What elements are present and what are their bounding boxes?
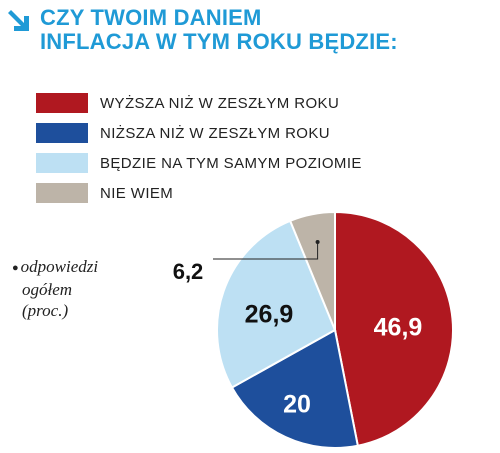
- pie-slice-lower: [230, 328, 360, 449]
- note-line2: ogółem: [22, 279, 73, 299]
- note-line3: (proc.): [22, 300, 69, 320]
- chart-title: CZY TWOIM DANIEM INFLACJA W TYM ROKU BĘD…: [40, 6, 398, 54]
- pie-slice-same: [216, 219, 337, 389]
- arrow-down-right-icon: [8, 10, 29, 31]
- leader-line: [213, 242, 319, 260]
- pie-slice-higher: [334, 210, 454, 447]
- legend-swatch-dont-know: [36, 183, 88, 203]
- note-line1: odpowiedzi: [20, 257, 99, 276]
- value-label-dont-know: 6,2: [173, 259, 204, 284]
- chart-note: ● odpowiedzi ogółem (proc.): [12, 256, 98, 321]
- bullet-icon: ●: [12, 261, 19, 274]
- legend-item-lower: NIŻSZA NIŻ W ZESZŁYM ROKU: [36, 122, 362, 144]
- legend-label-higher: WYŻSZA NIŻ W ZESZŁYM ROKU: [100, 94, 340, 112]
- legend: WYŻSZA NIŻ W ZESZŁYM ROKU NIŻSZA NIŻ W Z…: [36, 92, 362, 212]
- value-label-higher: 46,9: [374, 314, 423, 342]
- value-label-same: 26,9: [245, 301, 294, 329]
- legend-label-same: BĘDZIE NA TYM SAMYM POZIOMIE: [100, 154, 362, 172]
- chart-title-line1: CZY TWOIM DANIEM: [40, 5, 262, 30]
- legend-swatch-same: [36, 153, 88, 173]
- value-label-lower: 20: [283, 391, 311, 419]
- legend-item-higher: WYŻSZA NIŻ W ZESZŁYM ROKU: [36, 92, 362, 114]
- legend-item-same: BĘDZIE NA TYM SAMYM POZIOMIE: [36, 152, 362, 174]
- legend-swatch-lower: [36, 123, 88, 143]
- pie-slice-dont-know: [288, 210, 336, 331]
- legend-label-lower: NIŻSZA NIŻ W ZESZŁYM ROKU: [100, 124, 331, 142]
- chart-title-line2: INFLACJA W TYM ROKU BĘDZIE:: [40, 29, 398, 54]
- legend-item-dont-know: NIE WIEM: [36, 182, 362, 204]
- legend-swatch-higher: [36, 93, 88, 113]
- leader-dot: [315, 240, 320, 244]
- legend-label-dont-know: NIE WIEM: [100, 184, 174, 202]
